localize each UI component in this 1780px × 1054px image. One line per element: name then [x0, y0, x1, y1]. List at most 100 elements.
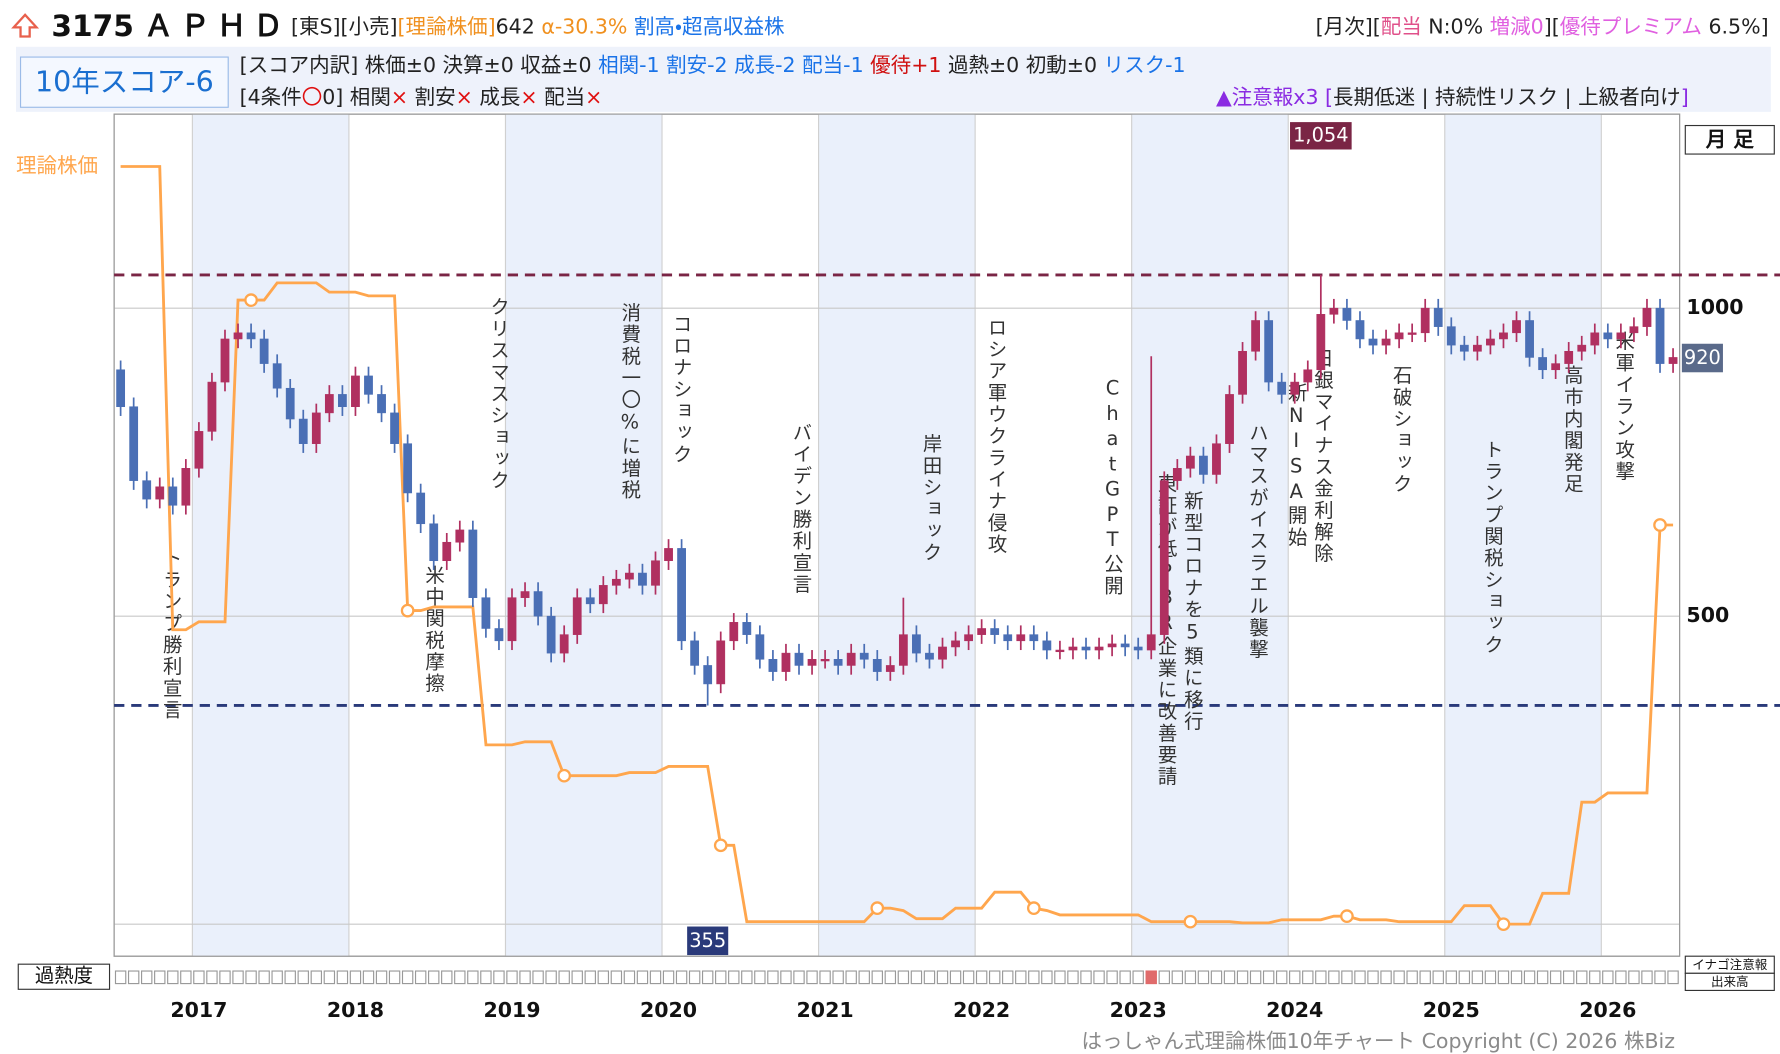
- overheat-cell: [467, 970, 479, 985]
- candle-body: [1199, 455, 1208, 475]
- candle-body: [846, 652, 856, 666]
- volume-box: [1684, 972, 1775, 991]
- overheat-cell: [675, 970, 688, 985]
- header-segment: 0] 相関: [322, 85, 391, 109]
- theory-marker: [713, 838, 728, 853]
- low-label: 355: [689, 929, 726, 952]
- x-tick-label: 2025: [1423, 998, 1480, 1022]
- overheat-cell: [141, 970, 153, 985]
- overheat-cell: [1236, 970, 1249, 985]
- candle-body: [651, 560, 660, 586]
- overheat-cell: [1536, 970, 1549, 985]
- theory-label: 理論株価: [16, 154, 98, 178]
- last-label-box: [1681, 343, 1723, 373]
- event-annotation: コロナショック: [670, 314, 693, 466]
- overheat-cell: [884, 970, 897, 985]
- candle-body: [677, 548, 686, 642]
- candle-body: [703, 665, 713, 685]
- overheat-cell: [754, 970, 766, 985]
- overheat-cell: [806, 970, 818, 985]
- candle-body: [990, 628, 1000, 635]
- candle-body: [964, 634, 973, 642]
- overheat-cell: [362, 970, 375, 985]
- overheat-cell: [558, 970, 570, 985]
- candle-body: [1172, 468, 1182, 481]
- header-segment: 成長: [473, 85, 521, 109]
- header-segment: 〇: [302, 85, 323, 109]
- overheat-cell: [493, 970, 505, 985]
- score-band: [15, 46, 1771, 112]
- high-label: 1,054: [1293, 123, 1348, 146]
- overheat-cell: [936, 970, 949, 985]
- candle-body: [938, 646, 947, 660]
- overheat-cell: [636, 970, 649, 985]
- candle-body: [951, 640, 960, 648]
- candle-body: [1629, 326, 1639, 334]
- candle-body: [859, 652, 869, 660]
- header-segment: 増減0: [1490, 14, 1544, 38]
- candle-body: [1642, 307, 1652, 327]
- candle-body: [1055, 649, 1065, 653]
- overheat-cell: [1523, 970, 1536, 985]
- candle-body: [129, 406, 139, 481]
- overheat-label: 過熱度: [35, 964, 93, 987]
- header-segment: ×: [520, 85, 537, 109]
- overheat-cell: [610, 970, 623, 985]
- candle-body: [1499, 332, 1508, 340]
- x-tick-label: 2020: [640, 998, 697, 1022]
- event-annotation: ChatGPT公開: [1101, 377, 1124, 597]
- candle-body: [1420, 307, 1430, 334]
- overheat-cell: [1471, 970, 1484, 985]
- event-annotation: 消費税一〇%に増税: [618, 302, 641, 501]
- overheat-cell: [1302, 970, 1314, 985]
- event-annotation: クリスマスショック: [487, 297, 510, 492]
- header-segment: N:0%: [1422, 14, 1490, 38]
- overheat-cell: [962, 970, 975, 985]
- header-segment: ×: [391, 85, 408, 109]
- theory-marker: [1026, 901, 1041, 915]
- overheat-cell: [310, 970, 323, 985]
- candle-body: [1107, 643, 1117, 648]
- candle-body: [585, 597, 595, 605]
- x-tick-label: 2019: [483, 998, 540, 1022]
- overheat-cell: [258, 970, 270, 985]
- overheat-cell: [1549, 970, 1562, 985]
- candle-body: [181, 468, 191, 506]
- overheat-cell: [114, 970, 127, 985]
- overheat-cell: [1289, 970, 1301, 985]
- candle-body: [194, 431, 204, 469]
- header-line2: [スコア内訳] 株価±0 決算±0 収益±0 相関-1 割安-2 成長-2 配当…: [240, 53, 1186, 77]
- overheat-cell: [1445, 970, 1457, 985]
- overheat-cell: [832, 970, 844, 985]
- candle-body: [220, 338, 230, 383]
- header-segment: ]: [1681, 85, 1689, 109]
- overheat-cell: [715, 970, 727, 985]
- theory-marker: [1496, 917, 1511, 932]
- candle-body: [1094, 646, 1104, 651]
- candle-body: [403, 443, 413, 494]
- candle-body: [1433, 307, 1443, 327]
- candle-body: [1016, 634, 1026, 642]
- candle-body: [1590, 332, 1600, 346]
- candle-body: [481, 597, 491, 629]
- overheat-cell: [1341, 970, 1353, 985]
- candle-body: [442, 541, 452, 562]
- candle-body: [1212, 443, 1221, 475]
- candle-body: [1068, 646, 1078, 651]
- candle-body: [390, 412, 399, 444]
- candle-body: [507, 597, 517, 642]
- overheat-cell: [284, 970, 296, 985]
- overheat-cell: [1054, 970, 1066, 985]
- overheat-cell: [584, 970, 596, 985]
- x-tick-label: 2021: [797, 998, 854, 1022]
- overheat-cell: [910, 970, 923, 985]
- overheat-cell: [949, 970, 962, 985]
- header-line1: [東S][小売][理論株価]642 α-30.3% 割高・超高収益株: [291, 14, 785, 38]
- theory-marker: [1183, 914, 1198, 929]
- theory-marker: [244, 293, 258, 307]
- overheat-cell: [923, 970, 936, 985]
- header-segment: 配当: [538, 85, 586, 109]
- overheat-cell: [975, 970, 988, 985]
- candle-body: [1407, 332, 1417, 335]
- candle-body: [625, 572, 634, 580]
